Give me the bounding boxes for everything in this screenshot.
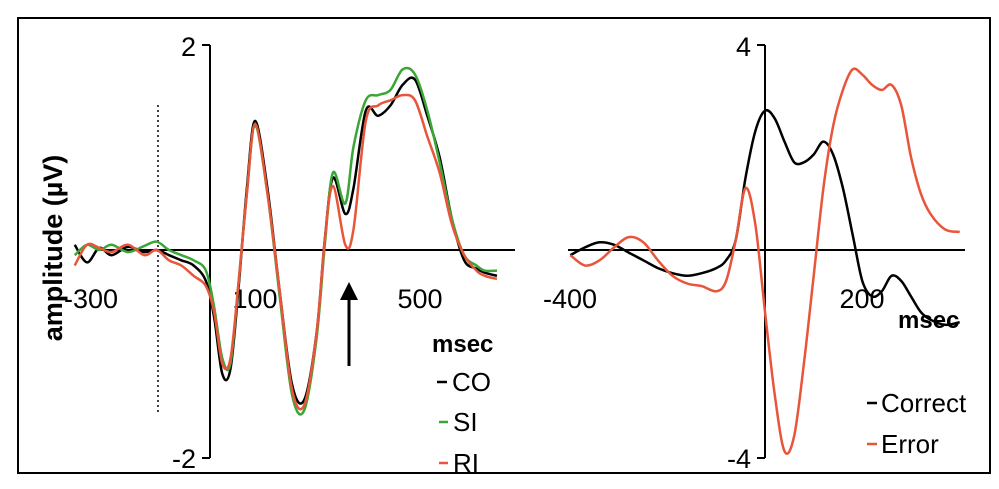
right-xtick-label-200: 200 (839, 284, 884, 314)
left-xtick-label-neg300: -300 (64, 284, 118, 314)
left-series-group (73, 66, 498, 416)
series-line-ri (73, 93, 498, 411)
right-panel: 4 -4 -400 200 msec Correct Error (543, 32, 967, 474)
legend-error-label: Error (881, 429, 939, 459)
left-ytick-label-top: 2 (181, 32, 196, 62)
right-x-axis-unit: msec (898, 307, 959, 334)
right-ytick-label-bottom: -4 (727, 444, 751, 474)
left-legend: CO SI RI (437, 367, 491, 478)
response-arrow (340, 282, 358, 366)
right-xtick-label-neg400: -400 (543, 284, 597, 314)
legend-correct-label: Correct (881, 388, 967, 418)
series-line-error (569, 67, 960, 456)
left-panel: amplitude (µV) 2 -2 -300 100 500 msec CO… (38, 32, 515, 478)
figure-frame (17, 17, 991, 474)
left-xtick-label-100: 100 (232, 284, 277, 314)
right-legend: Correct Error (867, 388, 967, 459)
left-ytick-label-bottom: -2 (172, 444, 196, 474)
left-x-axis-unit: msec (432, 331, 493, 358)
y-axis-label: amplitude (µV) (38, 155, 68, 342)
right-series-group (569, 67, 960, 456)
left-xtick-label-500: 500 (397, 284, 442, 314)
legend-ri-label: RI (453, 448, 479, 478)
legend-co-label: CO (452, 367, 491, 397)
right-ytick-label-top: 4 (736, 32, 751, 62)
legend-si-label: SI (453, 407, 478, 437)
series-line-correct (569, 108, 960, 327)
